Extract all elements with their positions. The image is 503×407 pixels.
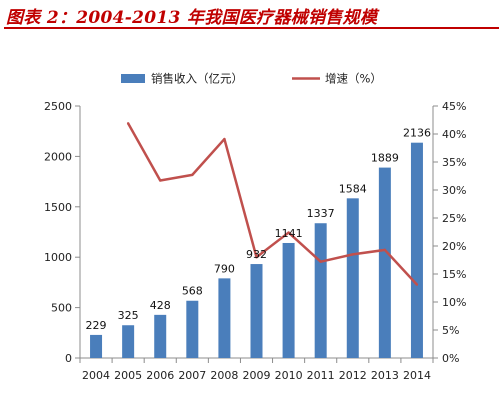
growth-line-layer [126, 122, 419, 286]
y-right-tick-label: 40% [442, 128, 466, 141]
legend-bar-swatch [121, 74, 145, 83]
bar [378, 167, 391, 358]
growth-rate-point [415, 283, 419, 286]
legend-bar-label: 销售收入（亿元） [151, 72, 243, 86]
y-right-tick-label: 20% [442, 240, 466, 253]
bar-value-label: 1889 [371, 152, 399, 165]
legend: 销售收入（亿元） 增速（%） [121, 72, 382, 86]
growth-rate-line [127, 122, 418, 286]
x-tick-label: 2010 [275, 369, 303, 382]
y-right-tick-label: 45% [442, 100, 466, 113]
y-left-tick-label: 1000 [44, 251, 72, 264]
growth-rate-point [159, 179, 162, 182]
legend-line-label: 增速（%） [325, 72, 382, 86]
x-tick-label: 2012 [339, 369, 367, 382]
x-tick-label: 2008 [210, 369, 238, 382]
growth-rate-point [319, 260, 322, 263]
y-left-tick-label: 2000 [44, 150, 72, 163]
bar-value-label: 932 [246, 248, 267, 261]
x-tick-label: 2007 [178, 369, 206, 382]
y-right-tick-label: 15% [442, 268, 466, 281]
y-right-tick-label: 25% [442, 212, 466, 225]
growth-rate-point [351, 253, 354, 256]
y-right-tick-label: 30% [442, 184, 466, 197]
x-tick-label: 2004 [82, 369, 110, 382]
bar [90, 334, 103, 358]
bar [122, 325, 135, 358]
title-rule [4, 27, 499, 29]
bar-value-label: 229 [86, 319, 107, 332]
bar [282, 242, 295, 358]
growth-rate-point [126, 122, 130, 125]
x-tick-label: 2006 [146, 369, 174, 382]
bar-value-label: 568 [182, 285, 203, 298]
bar [346, 198, 359, 358]
bar [314, 223, 327, 358]
x-tick-label: 2005 [114, 369, 142, 382]
growth-rate-point [287, 231, 290, 234]
x-tick-label: 2011 [307, 369, 335, 382]
bar-value-label: 428 [150, 299, 171, 312]
y-right-tick-label: 0% [442, 352, 459, 365]
data-labels: 229 325 428 568 790 932 1141 1337 1584 1889 2136 [86, 127, 431, 332]
y-right-tick-label: 10% [442, 296, 466, 309]
bar-value-label: 1337 [307, 207, 335, 220]
bars [90, 142, 423, 358]
bar-value-label: 1584 [339, 182, 367, 195]
bar [154, 314, 167, 358]
bar [410, 142, 423, 358]
bar-value-label: 325 [118, 309, 139, 322]
figure-title: 图表 2：2004-2013 年我国医疗器械销售规模 [6, 8, 378, 28]
bar [186, 300, 199, 358]
y-left-tick-label: 1500 [44, 201, 72, 214]
y-left-tick-label: 2500 [44, 100, 72, 113]
bar [250, 264, 263, 358]
x-tick-label: 2009 [243, 369, 271, 382]
y-right-tick-label: 35% [442, 156, 466, 169]
growth-rate-point [191, 173, 194, 177]
bar-value-label: 790 [214, 262, 235, 275]
x-tick-label: 2014 [403, 369, 431, 382]
y-left-tick-label: 0 [65, 352, 72, 365]
bar-value-label: 1141 [275, 227, 303, 240]
growth-rate-point [383, 248, 387, 252]
growth-rate-point [255, 256, 258, 259]
bar [218, 278, 231, 358]
x-tick-label: 2013 [371, 369, 399, 382]
y-left-tick-label: 500 [51, 302, 72, 315]
bar-value-label: 2136 [403, 127, 431, 140]
y-right-tick-label: 5% [442, 324, 459, 337]
growth-rate-point [223, 137, 226, 141]
